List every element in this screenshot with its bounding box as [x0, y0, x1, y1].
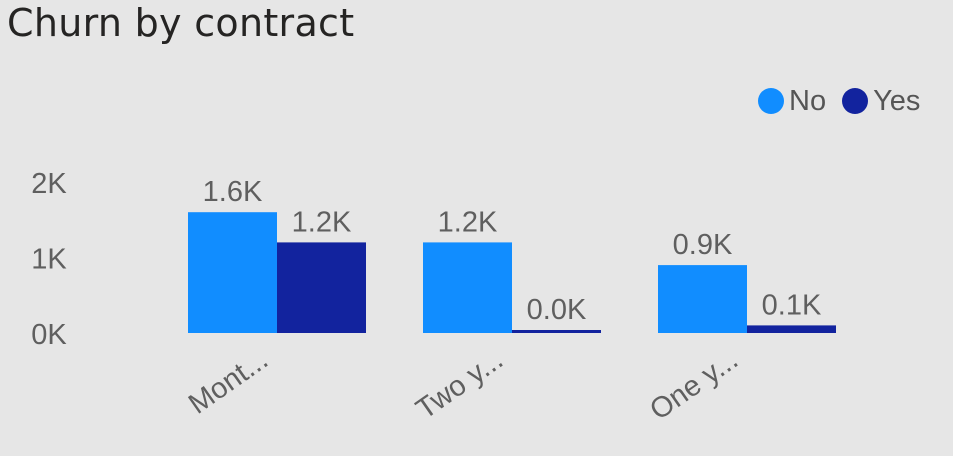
legend-item-no[interactable]: No	[758, 85, 826, 118]
legend-marker-yes	[842, 88, 869, 114]
bar-no[interactable]	[658, 265, 747, 333]
legend[interactable]: No Yes	[758, 84, 920, 118]
data-label: 0.9K	[673, 229, 733, 261]
data-label: 1.2K	[438, 206, 498, 238]
chart-title: Churn by contract	[7, 1, 355, 45]
bar-yes[interactable]	[512, 330, 601, 333]
x-tick-label: Two y...	[411, 344, 509, 426]
bar-no[interactable]	[188, 212, 277, 333]
data-label: 1.6K	[203, 176, 263, 208]
legend-label-no: No	[789, 84, 827, 117]
legend-marker-no	[758, 88, 784, 114]
legend-item-yes[interactable]: Yes	[842, 85, 920, 118]
data-label: 0.1K	[762, 289, 822, 321]
legend-label-yes: Yes	[873, 84, 921, 117]
x-tick-label: Mont...	[183, 344, 274, 421]
y-tick-label: 0K	[31, 319, 67, 351]
x-tick-label: One y...	[644, 344, 744, 427]
bar-yes[interactable]	[277, 242, 366, 333]
bar-yes[interactable]	[747, 325, 836, 333]
y-tick-label: 1K	[31, 244, 67, 276]
y-tick-label: 2K	[31, 168, 67, 200]
bar-no[interactable]	[423, 242, 512, 333]
data-label: 1.2K	[292, 206, 352, 238]
data-label: 0.0K	[527, 294, 587, 326]
